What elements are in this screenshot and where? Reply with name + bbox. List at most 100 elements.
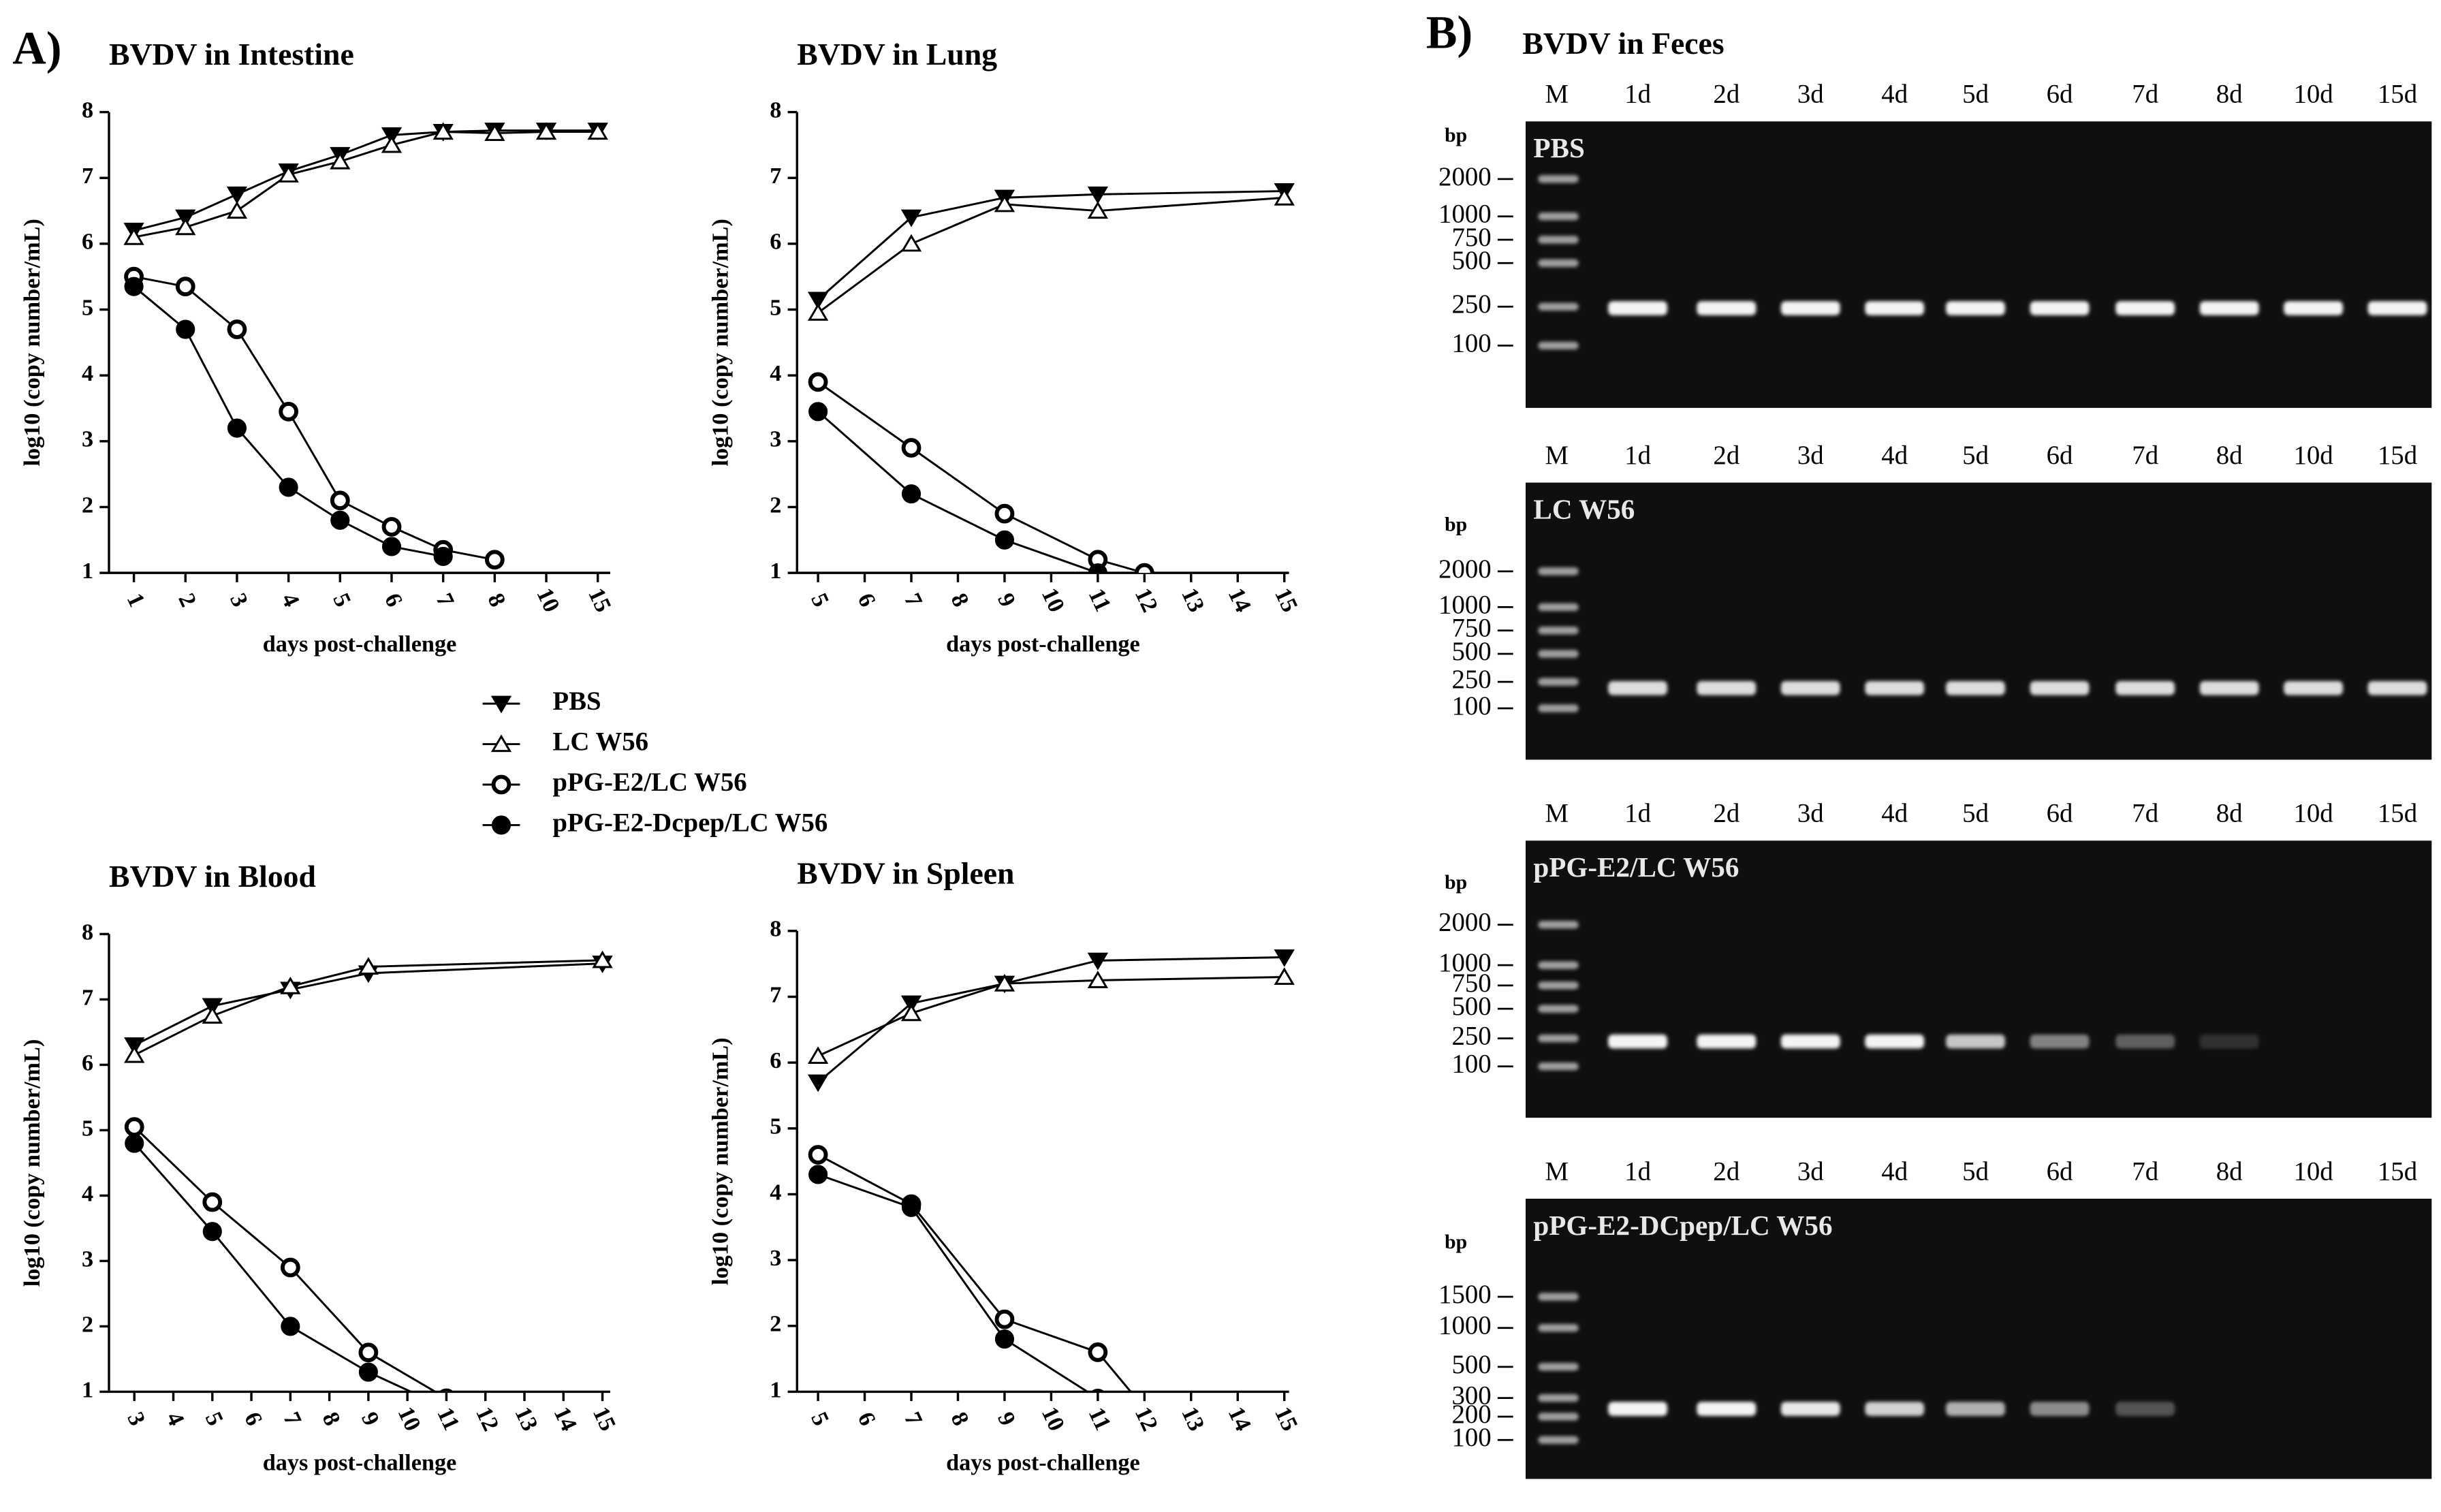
y-tick-label: 3 [770, 426, 781, 452]
y-tick-label: 4 [82, 360, 93, 386]
sample-label: LC W56 [1533, 493, 1635, 524]
legend-label: PBS [552, 687, 601, 716]
x-tick-label: 7 [899, 589, 928, 611]
x-tick-label: 4 [277, 589, 305, 611]
data-point [226, 201, 248, 219]
lane-label: 4d [1881, 441, 1908, 470]
lane-label: 1d [1624, 799, 1651, 828]
sample-label: PBS [1533, 132, 1584, 163]
data-point [807, 1046, 829, 1065]
ladder-band [1538, 341, 1579, 350]
ladder-band [1538, 704, 1579, 712]
y-axis-label: log10 (copy number/mL) [19, 1039, 45, 1287]
gel-band [2199, 681, 2259, 695]
y-axis-label: log10 (copy number/mL) [707, 219, 733, 467]
data-point [994, 503, 1015, 524]
y-tick-label: 8 [82, 919, 93, 945]
ladder-label: 750 [1451, 614, 1491, 643]
lane-label: 4d [1881, 799, 1908, 828]
ladder-band [1538, 212, 1579, 221]
x-tick-label: 4 [161, 1408, 190, 1430]
x-tick-label: 12 [1130, 1403, 1163, 1435]
data-point [808, 402, 828, 422]
gel-band [2284, 301, 2343, 315]
y-tick-label: 7 [82, 163, 93, 189]
ladder-band [1538, 678, 1579, 686]
legend-label: pPG-E2/LC W56 [552, 768, 746, 797]
x-tick-label: 1 [122, 589, 151, 611]
data-point [280, 976, 301, 994]
gel-image [1526, 121, 2432, 408]
y-tick-label: 3 [82, 1246, 93, 1272]
data-point [227, 418, 247, 438]
y-tick-label: 2 [770, 1311, 781, 1337]
y-tick-label: 5 [82, 294, 93, 320]
data-point [587, 122, 608, 140]
ladder-label: 1000 [1438, 948, 1492, 977]
data-point [381, 537, 402, 556]
data-point [900, 234, 922, 252]
data-point [330, 510, 350, 530]
lane-label: 8d [2216, 799, 2243, 828]
chart-title: BVDV in Intestine [109, 37, 354, 72]
data-point [202, 1006, 223, 1024]
bp-label: bp [1445, 514, 1467, 535]
ladder-band [1538, 236, 1579, 244]
legend-marker [491, 815, 511, 835]
y-tick-label: 7 [770, 163, 781, 189]
lane-label: 5d [1962, 799, 1989, 828]
data-point [124, 1117, 144, 1137]
ladder-label: 250 [1451, 665, 1491, 694]
x-tick-label: 14 [549, 1403, 582, 1435]
y-tick-label: 5 [82, 1115, 93, 1141]
series-line [817, 1174, 1090, 1392]
lane-label: 1d [1624, 441, 1651, 470]
y-tick-label: 8 [770, 97, 781, 123]
data-point [901, 484, 922, 504]
lane-label: 5d [1962, 441, 1989, 470]
data-point [358, 1362, 378, 1382]
data-point [901, 438, 922, 458]
sample-label: pPG-E2-DCpep/LC W56 [1533, 1210, 1832, 1241]
plot-area [123, 122, 608, 570]
ladder-label: 100 [1451, 1423, 1491, 1452]
gel-band [1946, 301, 2005, 315]
data-point [484, 550, 505, 570]
y-tick-label: 5 [770, 1114, 781, 1139]
y-tick-label: 6 [82, 229, 93, 255]
x-tick-label: 7 [431, 589, 460, 611]
gel-band [1865, 1402, 1925, 1416]
lane-label: 8d [2216, 441, 2243, 470]
x-tick-label: 5 [200, 1408, 229, 1430]
ladder-band [1538, 1062, 1579, 1071]
data-point [279, 477, 298, 497]
ladder-band [1538, 650, 1579, 658]
ladder-label: 300 [1451, 1381, 1491, 1410]
data-point [123, 227, 144, 245]
y-tick-label: 2 [770, 492, 781, 518]
chart-title: BVDV in Lung [797, 37, 997, 72]
series-line [133, 275, 495, 561]
y-tick-label: 7 [82, 984, 93, 1010]
gel-band [1697, 1402, 1757, 1416]
y-tick-label: 2 [82, 492, 93, 518]
ladder-label: 2000 [1438, 908, 1492, 937]
ladder-label: 250 [1451, 1021, 1491, 1050]
ladder-band [1538, 1393, 1579, 1402]
ladder-label: 500 [1451, 246, 1491, 275]
data-point [807, 303, 829, 321]
ladder-band [1538, 961, 1579, 969]
bp-label: bp [1445, 125, 1467, 146]
gel-band [1780, 681, 1840, 695]
lane-label: M [1545, 441, 1569, 470]
data-point [279, 401, 299, 422]
data-point [484, 123, 505, 142]
y-tick-label: 7 [770, 981, 781, 1007]
y-tick-label: 6 [82, 1050, 93, 1075]
y-tick-label: 1 [770, 558, 781, 584]
lane-label: M [1545, 1156, 1569, 1186]
gel-band [1697, 1034, 1757, 1049]
x-tick-label: 11 [1084, 1404, 1116, 1434]
data-point [124, 1045, 145, 1063]
lane-label: 2d [1713, 80, 1739, 109]
